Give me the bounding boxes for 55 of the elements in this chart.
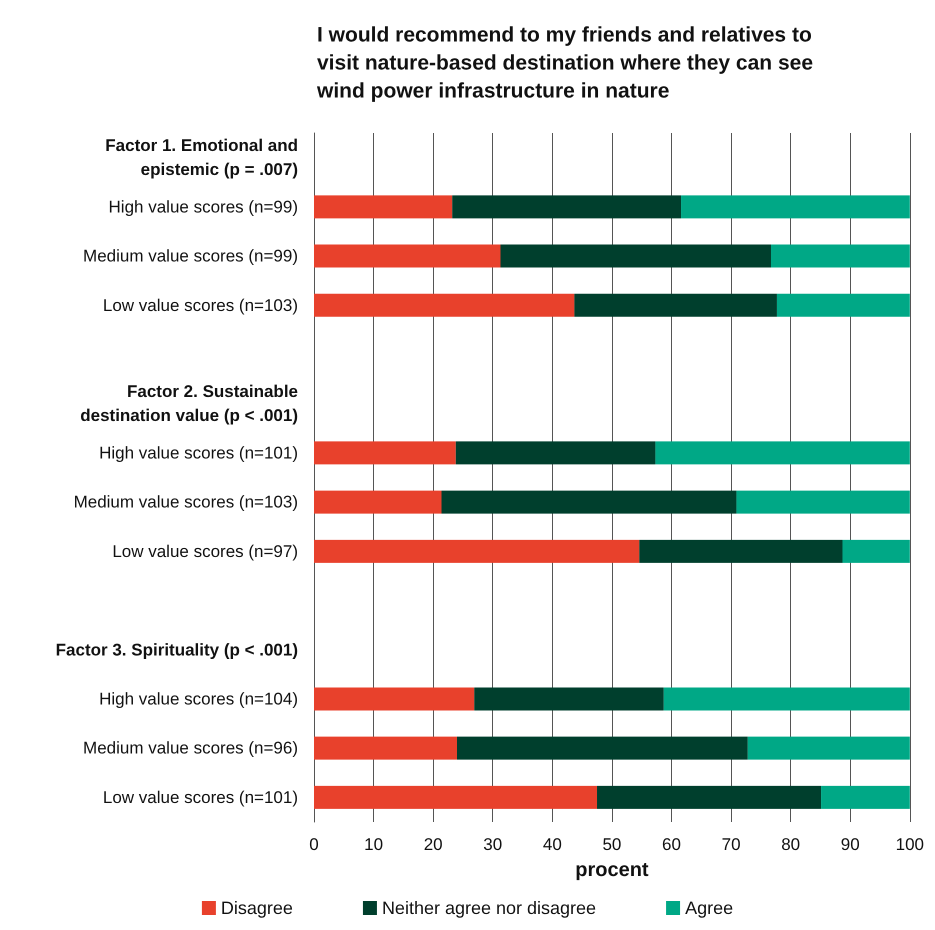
y-tick-label: Low value scores (n=103): [102, 296, 298, 315]
bar: [456, 736, 748, 760]
bar: [681, 195, 910, 218]
bar: [842, 540, 910, 563]
bar: [314, 540, 640, 563]
legend-label: Agree: [685, 898, 734, 918]
bar: [770, 244, 910, 268]
bar: [314, 490, 442, 514]
y-tick-label: Factor 3. Spirituality (p < .001): [56, 640, 298, 660]
x-tick-label: 70: [722, 835, 741, 854]
bar: [776, 294, 910, 317]
bar: [456, 441, 656, 464]
bar: [314, 244, 500, 268]
bar: [639, 540, 842, 563]
bar: [314, 786, 598, 809]
bar: [597, 786, 822, 809]
bar: [500, 244, 771, 268]
x-tick-label: 50: [602, 835, 622, 854]
x-axis-title: procent: [575, 859, 649, 881]
bar: [442, 490, 736, 514]
x-tick-label: 0: [309, 835, 319, 854]
bar: [474, 687, 664, 710]
bar: [664, 687, 910, 710]
bar: [314, 687, 474, 710]
bar: [314, 195, 452, 218]
bar: [314, 294, 574, 317]
bar: [736, 490, 910, 514]
x-tick-label: 40: [542, 835, 562, 854]
bar: [655, 441, 910, 464]
y-tick-label: High value scores (n=101): [99, 443, 298, 462]
y-tick-label: Factor 2. Sustainable destination value (p < .001): [80, 382, 298, 426]
legend-label: Disagree: [220, 898, 293, 918]
x-tick-label: 60: [662, 835, 681, 854]
chart-title: I would recommend to my friends and relatives to visit nature-based destination where they can see wind power infrastructure in nature: [316, 24, 813, 102]
bar: [748, 736, 910, 760]
bar: [821, 786, 910, 809]
x-tick-label: 20: [424, 835, 443, 854]
bar: [452, 195, 682, 218]
y-tick-label: Factor 1. Emotional and epistemic (p = .007): [105, 136, 298, 180]
bar: [314, 441, 456, 464]
x-tick-label: 90: [840, 835, 860, 854]
y-tick-label: High value scores (n=99): [108, 197, 298, 216]
x-tick-label: 10: [364, 835, 384, 854]
x-tick-label: 30: [483, 835, 502, 854]
y-tick-label: Low value scores (n=101): [102, 788, 298, 807]
legend-label: Neither agree nor disagree: [382, 898, 596, 918]
y-tick-label: Medium value scores (n=103): [74, 492, 298, 512]
y-tick-label: Medium value scores (n=99): [83, 246, 298, 266]
bar: [574, 294, 777, 317]
y-tick-label: Medium value scores (n=96): [83, 738, 298, 758]
y-tick-label: Low value scores (n=97): [112, 542, 298, 561]
x-tick-label: 100: [896, 835, 924, 854]
bar: [314, 736, 457, 760]
y-tick-label: High value scores (n=104): [99, 689, 298, 708]
x-tick-label: 80: [781, 835, 800, 854]
